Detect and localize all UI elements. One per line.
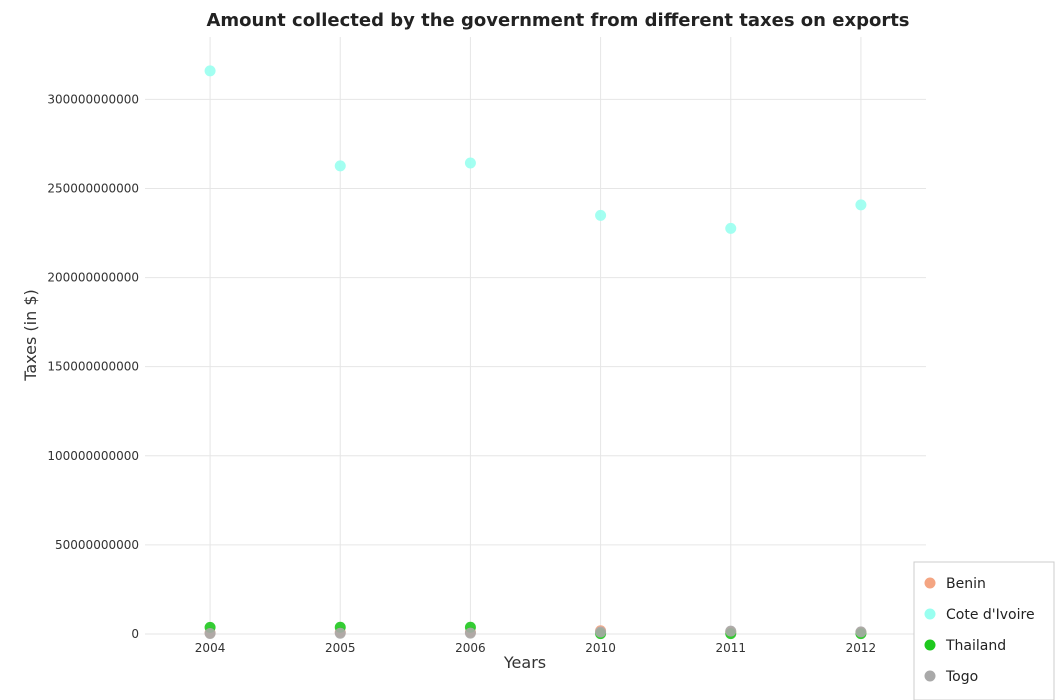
y-tick-label: 200000000000: [47, 271, 139, 285]
x-tick-label: 2005: [325, 641, 356, 655]
y-tick-label: 0: [131, 627, 139, 641]
x-axis-label: Years: [503, 653, 546, 672]
data-point-cote-d-ivoire: [204, 65, 216, 77]
x-axis-ticks: 2004 2005 2006 2010 2011 2012: [195, 641, 876, 655]
y-axis-label: Taxes (in $): [21, 289, 40, 382]
data-point-cote-d-ivoire: [725, 222, 737, 234]
legend-marker: [924, 670, 936, 682]
data-point-togo: [204, 627, 216, 639]
legend-label: Benin: [946, 576, 986, 592]
data-point-togo: [334, 627, 346, 639]
x-tick-label: 2011: [715, 641, 746, 655]
legend-label: Thailand: [945, 638, 1006, 654]
data-point-cote-d-ivoire: [595, 209, 607, 221]
legend-box: [913, 561, 1055, 700]
data-point-togo: [725, 625, 737, 637]
x-tick-label: 2012: [846, 641, 877, 655]
data-point-togo: [855, 626, 867, 638]
data-point-cote-d-ivoire: [464, 157, 476, 169]
points-layer: [204, 65, 867, 640]
data-point-togo: [464, 627, 476, 639]
y-axis-ticks: 0 50000000000 100000000000 150000000000 2000…: [47, 92, 139, 641]
y-tick-label: 100000000000: [47, 449, 139, 463]
data-point-cote-d-ivoire: [334, 160, 346, 172]
legend-marker: [924, 577, 936, 589]
plot-background: [145, 37, 926, 634]
legend-label: Cote d'Ivoire: [946, 607, 1035, 623]
x-tick-label: 2010: [585, 641, 616, 655]
grid-layer: [145, 37, 926, 635]
plot-area: [145, 37, 926, 640]
chart-title: Amount collected by the government from …: [206, 10, 909, 31]
data-point-togo: [595, 626, 607, 638]
y-tick-label: 50000000000: [55, 538, 139, 552]
data-point-cote-d-ivoire: [855, 199, 867, 211]
y-tick-label: 300000000000: [47, 92, 139, 106]
legend-marker: [924, 608, 936, 620]
legend: Benin Cote d'Ivoire Thailand Togo: [913, 561, 1055, 700]
legend-label: Togo: [945, 669, 978, 685]
y-tick-label: 250000000000: [47, 181, 139, 195]
x-tick-label: 2004: [195, 641, 226, 655]
y-tick-label: 150000000000: [47, 360, 139, 374]
legend-marker: [924, 639, 936, 651]
x-tick-label: 2006: [455, 641, 486, 655]
